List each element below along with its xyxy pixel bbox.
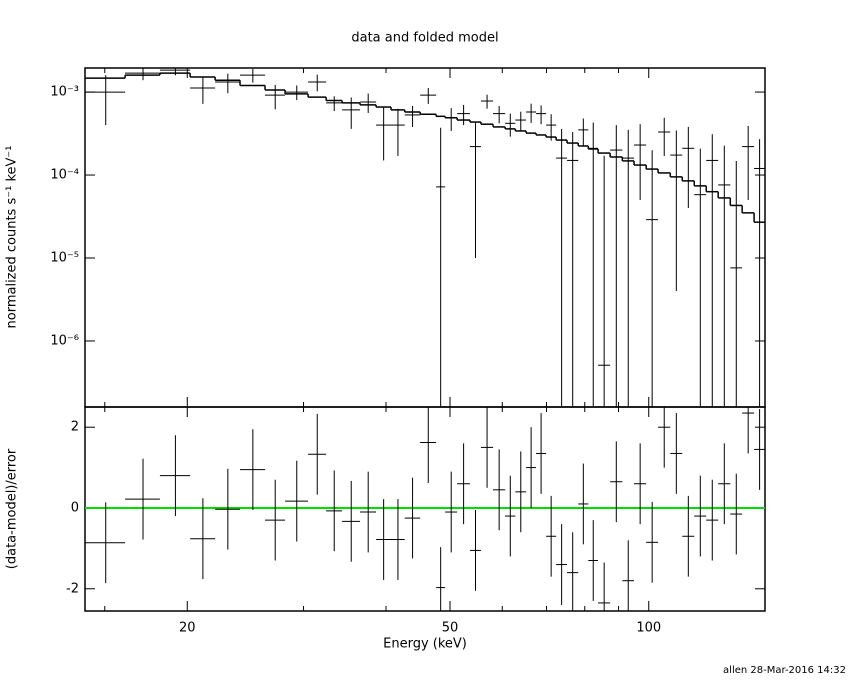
- y-tick-label: 0: [71, 500, 79, 515]
- y-axis-label: normalized counts s⁻¹ keV⁻¹: [5, 146, 20, 329]
- y-tick-label: -2: [66, 581, 79, 596]
- chart-title: data and folded model: [351, 31, 498, 46]
- y-tick-label: 10⁻³: [50, 85, 79, 100]
- panel-plot: [85, 68, 765, 407]
- panel-axes: 10⁻⁶ 10⁻⁵ 10⁻⁴ 10⁻³: [50, 67, 766, 408]
- plot-frame: [84, 406, 766, 612]
- x-tick-label: 50: [442, 621, 459, 636]
- x-tick-label: 100: [636, 621, 661, 636]
- y-tick-label: 2: [71, 420, 79, 435]
- y-tick-label: 10⁻⁴: [50, 168, 79, 183]
- y-tick-label: 10⁻⁵: [50, 250, 79, 265]
- y-tick-label: 10⁻⁶: [50, 333, 79, 348]
- x-tick-label: 20: [179, 621, 196, 636]
- x-axis-label: Energy (keV): [383, 637, 467, 652]
- footer: allen 28-Mar-2016 14:32: [723, 665, 846, 676]
- y-axis-label: (data-model)/error: [5, 448, 20, 569]
- panel-plot: [85, 407, 765, 611]
- panel-axes: 20 50 100 -2 0 2: [66, 406, 766, 636]
